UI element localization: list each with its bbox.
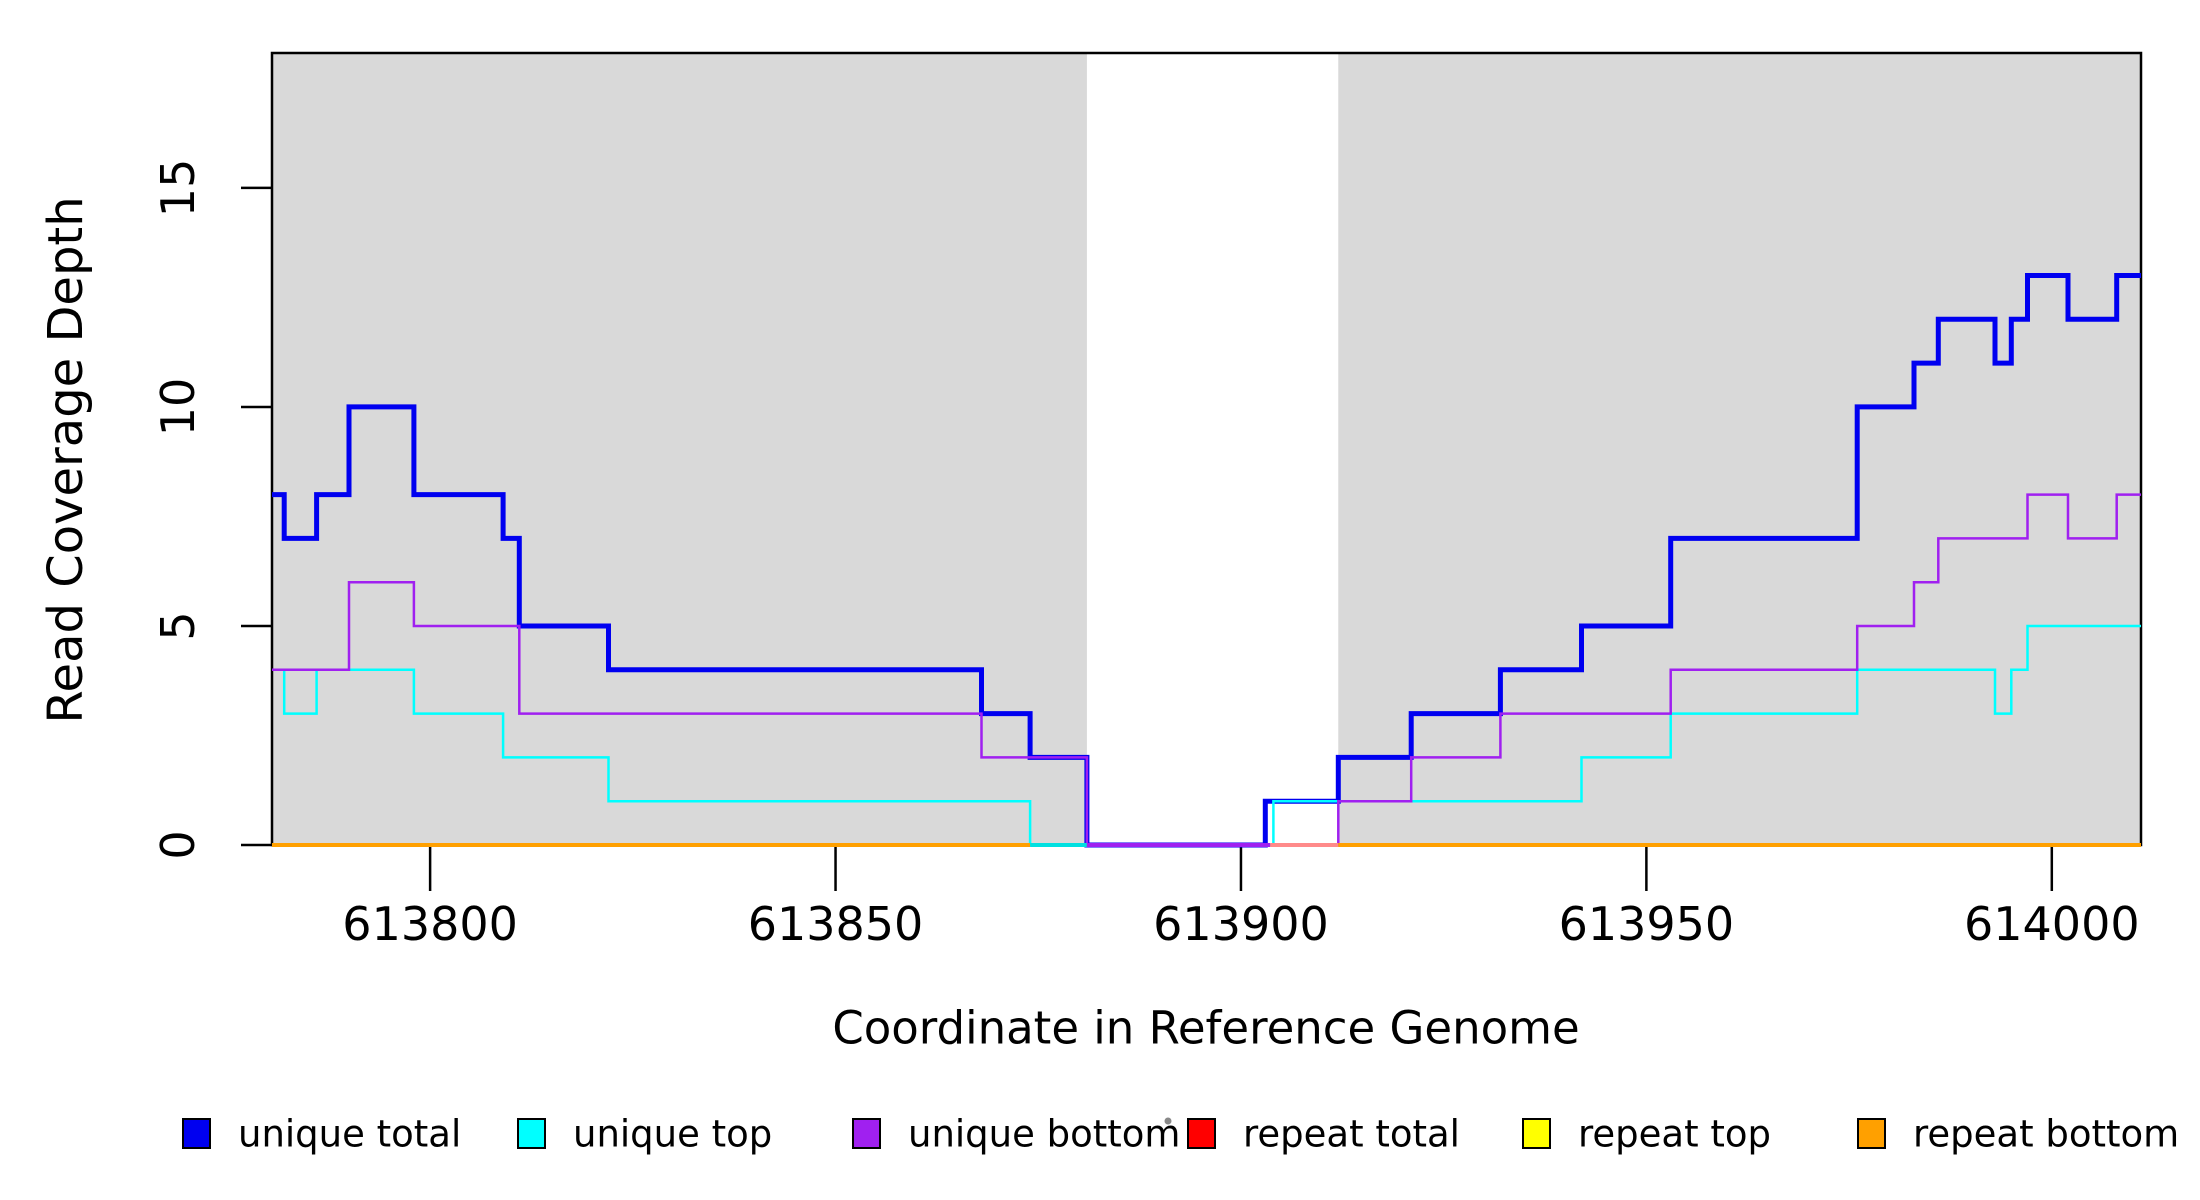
legend-label: unique bottom bbox=[908, 1113, 1180, 1156]
shaded-region bbox=[1338, 53, 2141, 845]
y-tick-label: 15 bbox=[151, 159, 205, 218]
x-tick-label: 613850 bbox=[748, 897, 924, 951]
x-axis: 613800 613850 613900 613950 614000 bbox=[342, 845, 2140, 951]
legend-label: unique top bbox=[573, 1113, 772, 1156]
series-unique-top bbox=[272, 624, 2141, 847]
y-axis: 0 5 10 15 bbox=[151, 159, 272, 860]
legend-swatch-repeat-top bbox=[1522, 1118, 1551, 1149]
legend-item-unique-bottom: unique bottom bbox=[852, 1113, 1180, 1156]
legend-label: repeat top bbox=[1578, 1113, 1771, 1156]
legend-item-repeat-top: repeat top bbox=[1522, 1113, 1771, 1156]
legend-label: repeat total bbox=[1243, 1113, 1460, 1156]
legend-item-repeat-total: repeat total bbox=[1187, 1113, 1460, 1156]
x-tick-label: 614000 bbox=[1964, 897, 2140, 951]
legend: unique total unique top unique bottom repea… bbox=[182, 1113, 2179, 1156]
legend-item-repeat-bottom: repeat bottom bbox=[1857, 1113, 2179, 1156]
x-tick-label: 613900 bbox=[1153, 897, 1329, 951]
legend-swatch-repeat-bottom bbox=[1857, 1118, 1886, 1149]
stray-dot-artifact bbox=[1164, 1117, 1172, 1125]
x-axis-title: Coordinate in Reference Genome bbox=[832, 1002, 1579, 1055]
legend-swatch-repeat-total bbox=[1187, 1118, 1216, 1149]
y-tick-label: 0 bbox=[151, 830, 205, 859]
legend-swatch-unique-bottom bbox=[852, 1118, 881, 1149]
x-tick-label: 613800 bbox=[342, 897, 518, 951]
coverage-series-lines bbox=[272, 273, 2141, 848]
legend-item-unique-total: unique total bbox=[182, 1113, 461, 1156]
series-unique-bottom bbox=[272, 493, 2141, 847]
y-tick-label: 5 bbox=[151, 611, 205, 640]
y-tick-label: 10 bbox=[151, 378, 205, 437]
y-axis-title: Read Coverage Depth bbox=[38, 196, 94, 723]
legend-swatch-unique-total bbox=[182, 1118, 211, 1149]
masked-region-shading bbox=[272, 53, 2141, 845]
legend-item-unique-top: unique top bbox=[517, 1113, 772, 1156]
legend-swatch-unique-top bbox=[517, 1118, 546, 1149]
series-unique-total bbox=[272, 273, 2141, 848]
legend-label: repeat bottom bbox=[1913, 1113, 2179, 1156]
x-tick-label: 613950 bbox=[1559, 897, 1735, 951]
shaded-region bbox=[272, 53, 1087, 845]
legend-label: unique total bbox=[238, 1113, 461, 1156]
